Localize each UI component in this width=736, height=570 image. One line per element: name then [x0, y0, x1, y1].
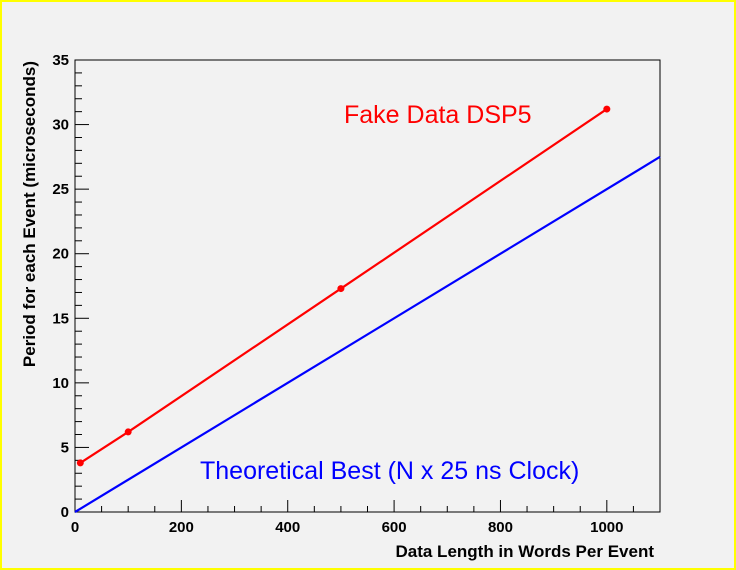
y-tick-label: 35	[52, 52, 69, 69]
labels-layer: Data Length in Words Per Event Period fo…	[20, 61, 654, 561]
x-tick-label: 0	[71, 519, 79, 536]
data-point	[603, 105, 611, 113]
y-tick-label: 15	[52, 310, 69, 327]
data-point	[124, 428, 132, 436]
x-axis: 0 200 400 600 800 1000	[71, 500, 661, 536]
y-tick-label: 25	[52, 181, 69, 198]
y-tick-label: 20	[52, 246, 69, 263]
y-tick-label: 0	[61, 504, 69, 521]
y-tick-label: 30	[52, 117, 69, 134]
series-line-1	[74, 155, 661, 513]
x-tick-label: 1000	[590, 519, 623, 536]
series-label-fake-data: Fake Data DSP5	[344, 101, 532, 129]
y-tick-label: 5	[61, 439, 69, 456]
data-point	[337, 285, 345, 293]
x-tick-label: 800	[488, 519, 513, 536]
y-axis: 0 5 10 15 20 25 30 35	[52, 52, 89, 521]
y-axis-label: Period for each Event (microseconds)	[20, 61, 39, 367]
x-tick-label: 400	[275, 519, 300, 536]
data-point	[76, 459, 84, 467]
series-label-theoretical-best: Theoretical Best (N x 25 ns Clock)	[200, 457, 579, 485]
x-tick-label: 200	[169, 519, 194, 536]
y-tick-label: 10	[52, 375, 69, 392]
x-tick-label: 600	[382, 519, 407, 536]
x-axis-label: Data Length in Words Per Event	[395, 542, 654, 561]
series-line-0	[79, 108, 608, 464]
series-layer	[74, 105, 661, 513]
